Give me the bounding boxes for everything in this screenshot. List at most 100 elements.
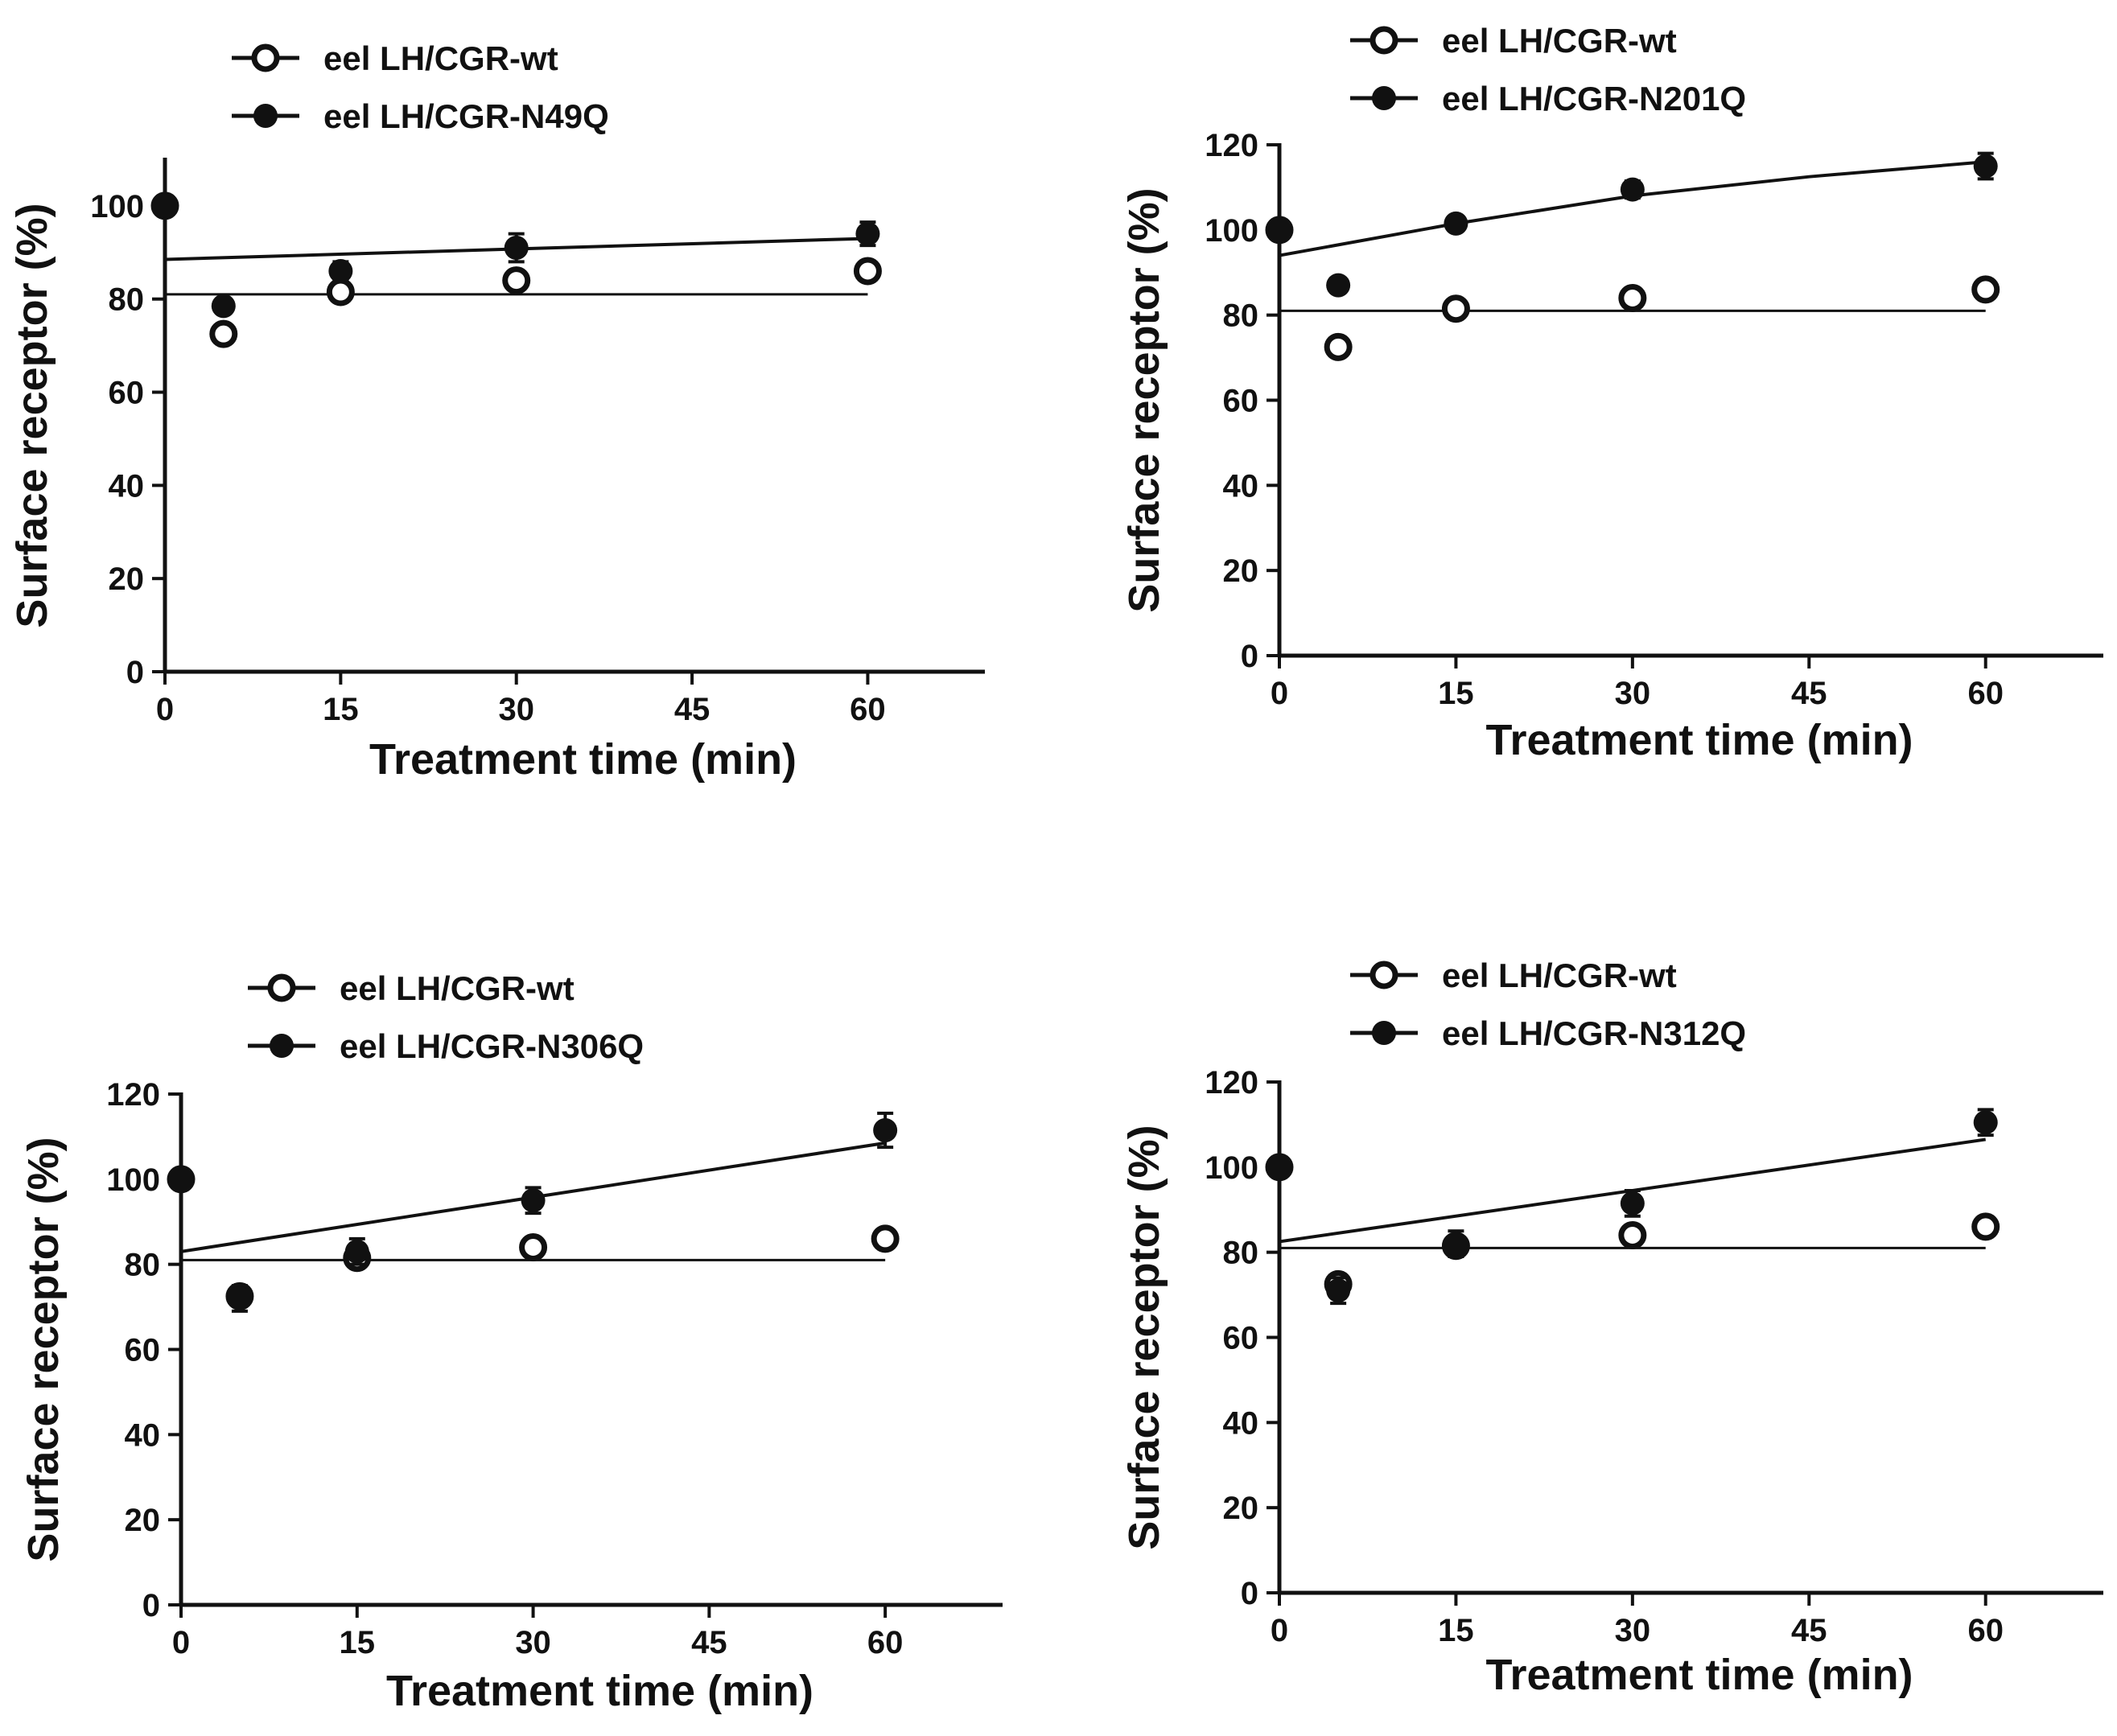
- legend-marker-series-1: [267, 973, 296, 1002]
- data-point-series-1: [1618, 284, 1647, 312]
- data-point-series-1: [871, 1224, 900, 1253]
- data-point-series-1: [326, 278, 355, 306]
- data-point-series-2: [1973, 1110, 1998, 1135]
- y-tick-label: 120: [1205, 1065, 1258, 1100]
- legend-marker-series-1: [251, 43, 280, 72]
- x-tick-label: 60: [1967, 1613, 2004, 1648]
- y-tick-label: 0: [1241, 1576, 1258, 1611]
- data-point-series-2: [504, 236, 529, 261]
- y-tick-label: 0: [1241, 639, 1258, 674]
- x-axis-title: Treatment time (min): [1485, 716, 1913, 764]
- data-point-series-1: [209, 319, 238, 348]
- data-point-series-2: [328, 258, 353, 283]
- data-point-series-1: [519, 1233, 548, 1261]
- x-tick-label: 30: [1615, 676, 1651, 711]
- x-tick-label: 15: [1438, 1613, 1474, 1648]
- y-tick-label: 100: [106, 1162, 160, 1198]
- y-tick-label: 120: [106, 1077, 160, 1113]
- fit-line-series-2: [1279, 160, 1986, 257]
- data-point-series-2: [1444, 211, 1468, 236]
- x-tick-label: 15: [323, 692, 359, 727]
- data-point-series-2: [169, 1166, 193, 1191]
- x-tick-label: 45: [1791, 676, 1827, 711]
- data-point-series-2: [227, 1286, 252, 1310]
- legend-label-series-2: eel LH/CGR-N306Q: [340, 1027, 644, 1065]
- x-axis-title: Treatment time (min): [369, 735, 797, 784]
- y-tick-label: 60: [109, 376, 145, 411]
- data-point-series-1: [1618, 1221, 1647, 1249]
- data-point-series-2: [344, 1239, 369, 1264]
- legend-label-series-2: eel LH/CGR-N201Q: [1442, 80, 1746, 117]
- y-tick-label: 40: [125, 1417, 161, 1453]
- y-tick-label: 100: [90, 189, 144, 224]
- x-axis-title: Treatment time (min): [386, 1667, 813, 1715]
- legend-label-series-1: eel LH/CGR-wt: [340, 969, 575, 1007]
- x-tick-label: 60: [850, 692, 886, 727]
- x-tick-label: 30: [498, 692, 534, 727]
- y-tick-label: 20: [125, 1503, 161, 1538]
- data-point-series-2: [153, 193, 177, 218]
- y-tick-label: 60: [1223, 1321, 1259, 1356]
- x-tick-label: 60: [1967, 676, 2004, 711]
- data-point-series-2: [1326, 1278, 1351, 1303]
- y-tick-label: 40: [109, 468, 145, 504]
- y-tick-label: 80: [125, 1248, 161, 1283]
- x-tick-label: 30: [1615, 1613, 1651, 1648]
- chart-panel-1: 0 20 40 60 80 100 0 15 30 45 60 Treatment time (min…: [8, 39, 985, 784]
- data-point-series-2: [1444, 1232, 1468, 1257]
- data-point-series-2: [873, 1117, 898, 1142]
- x-tick-label: 45: [674, 692, 710, 727]
- y-tick-label: 60: [1223, 384, 1259, 419]
- legend-label-series-1: eel LH/CGR-wt: [1442, 956, 1677, 994]
- data-point-series-1: [1971, 275, 2000, 304]
- x-tick-label: 0: [172, 1625, 190, 1660]
- legend-label-series-1: eel LH/CGR-wt: [323, 39, 558, 77]
- data-point-series-1: [502, 266, 531, 295]
- y-tick-label: 0: [142, 1588, 160, 1623]
- y-tick-label: 80: [1223, 298, 1259, 334]
- data-point-series-1: [1441, 294, 1470, 323]
- y-tick-label: 20: [1223, 1491, 1259, 1526]
- y-tick-label: 40: [1223, 468, 1259, 504]
- legend-marker-series-2: [1372, 86, 1396, 110]
- y-tick-label: 20: [109, 562, 145, 597]
- data-point-series-2: [521, 1188, 546, 1213]
- x-tick-label: 0: [156, 692, 174, 727]
- data-point-series-2: [1620, 177, 1645, 202]
- x-tick-label: 45: [691, 1625, 727, 1660]
- data-point-series-2: [1620, 1191, 1645, 1216]
- y-tick-label: 60: [125, 1333, 161, 1368]
- legend-marker-series-1: [1369, 26, 1398, 55]
- legend-label-series-1: eel LH/CGR-wt: [1442, 22, 1677, 60]
- legend-marker-series-2: [270, 1034, 294, 1058]
- y-axis-title: Surface receptor (%): [19, 1137, 68, 1561]
- data-point-series-1: [1971, 1212, 2000, 1241]
- x-tick-label: 0: [1271, 1613, 1288, 1648]
- x-tick-label: 15: [340, 1625, 376, 1660]
- chart-panel-3: 0 20 40 60 80 100 120 0 15 30 45 60 Treatment time (…: [19, 969, 1003, 1715]
- legend-label-series-2: eel LH/CGR-N49Q: [323, 97, 609, 135]
- legend-marker-series-1: [1369, 961, 1398, 989]
- y-axis-title: Surface receptor (%): [8, 203, 56, 627]
- y-tick-label: 100: [1205, 1150, 1258, 1186]
- data-point-series-2: [855, 221, 880, 246]
- data-point-series-1: [1324, 332, 1353, 361]
- data-point-series-1: [853, 257, 882, 286]
- y-tick-label: 40: [1223, 1405, 1259, 1441]
- x-tick-label: 30: [515, 1625, 551, 1660]
- x-tick-label: 15: [1438, 676, 1474, 711]
- legend-marker-series-2: [1372, 1021, 1396, 1045]
- y-tick-label: 80: [109, 282, 145, 318]
- data-point-series-2: [1267, 1154, 1291, 1179]
- data-point-series-2: [1326, 273, 1351, 298]
- y-tick-label: 120: [1205, 128, 1258, 163]
- y-tick-label: 100: [1205, 213, 1258, 249]
- y-axis-title: Surface receptor (%): [1120, 187, 1168, 612]
- y-tick-label: 80: [1223, 1236, 1259, 1271]
- x-axis-title: Treatment time (min): [1485, 1651, 1913, 1699]
- chart-panel-2: 0 20 40 60 80 100 120 0 15 30 45 60 Treatment time (…: [1120, 22, 2103, 764]
- legend-marker-series-2: [253, 104, 278, 128]
- y-axis-title: Surface receptor (%): [1120, 1125, 1168, 1549]
- y-tick-label: 20: [1223, 553, 1259, 589]
